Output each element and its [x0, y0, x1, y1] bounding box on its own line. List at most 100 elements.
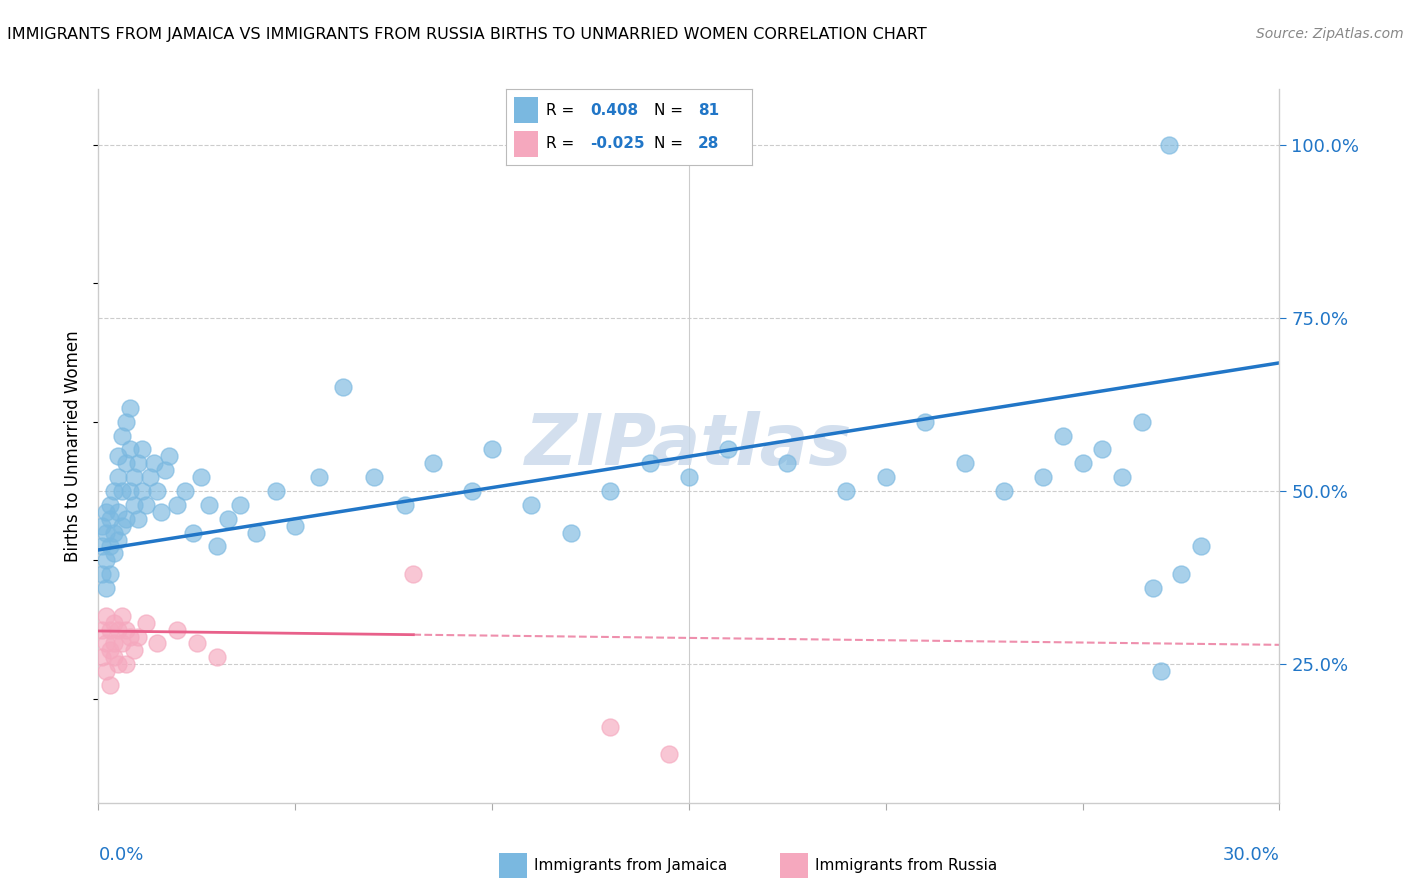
Point: [1170, 567, 1192, 582]
Point: [111, 636, 134, 650]
Point: [103, 615, 125, 630]
Point: [150, 505, 173, 519]
Point: [127, 512, 149, 526]
Point: [91, 567, 114, 582]
Point: [146, 483, 169, 498]
Point: [103, 546, 125, 560]
Point: [875, 470, 897, 484]
Point: [91, 650, 114, 665]
Point: [91, 540, 114, 554]
Point: [166, 623, 188, 637]
Point: [115, 456, 138, 470]
Point: [914, 415, 936, 429]
Point: [122, 643, 145, 657]
Point: [1150, 664, 1173, 678]
Point: [111, 483, 134, 498]
Point: [127, 456, 149, 470]
Point: [1071, 456, 1094, 470]
Text: 0.408: 0.408: [591, 103, 638, 118]
Text: 81: 81: [697, 103, 720, 118]
Point: [98, 678, 121, 692]
Point: [461, 483, 484, 498]
Point: [308, 470, 330, 484]
Point: [107, 450, 129, 464]
Point: [1189, 540, 1212, 554]
Point: [142, 456, 165, 470]
Point: [118, 401, 141, 415]
Point: [103, 483, 125, 498]
Point: [1159, 137, 1181, 152]
Point: [91, 623, 114, 637]
Point: [115, 657, 138, 672]
Point: [111, 518, 134, 533]
Point: [138, 470, 160, 484]
Point: [190, 470, 212, 484]
Point: [107, 470, 129, 484]
Point: [174, 483, 197, 498]
Point: [96, 505, 118, 519]
Point: [1091, 442, 1114, 457]
Point: [103, 525, 125, 540]
Point: [205, 650, 228, 665]
Text: N =: N =: [654, 136, 683, 152]
Point: [520, 498, 543, 512]
Point: [197, 498, 219, 512]
Point: [131, 483, 153, 498]
Point: [122, 470, 145, 484]
Point: [96, 664, 118, 678]
Point: [1130, 415, 1153, 429]
Text: 28: 28: [697, 136, 720, 152]
Point: [111, 428, 134, 442]
Point: [1111, 470, 1133, 484]
Point: [115, 415, 138, 429]
Point: [1032, 470, 1054, 484]
Point: [91, 518, 114, 533]
Point: [599, 720, 621, 734]
Y-axis label: Births to Unmarried Women: Births to Unmarried Women: [65, 330, 83, 562]
Point: [394, 498, 416, 512]
Point: [115, 623, 138, 637]
Point: [98, 643, 121, 657]
Point: [107, 505, 129, 519]
Point: [96, 553, 118, 567]
Point: [157, 450, 180, 464]
Text: R =: R =: [546, 103, 574, 118]
FancyBboxPatch shape: [513, 97, 538, 123]
Point: [98, 498, 121, 512]
Point: [245, 525, 267, 540]
Point: [186, 636, 208, 650]
Text: Source: ZipAtlas.com: Source: ZipAtlas.com: [1256, 27, 1403, 41]
Point: [678, 470, 700, 484]
Point: [993, 483, 1015, 498]
Point: [135, 615, 157, 630]
Point: [1052, 428, 1074, 442]
FancyBboxPatch shape: [513, 131, 538, 158]
Point: [103, 650, 125, 665]
Point: [118, 630, 141, 644]
Point: [481, 442, 503, 457]
Point: [264, 483, 287, 498]
Point: [658, 747, 681, 762]
Point: [155, 463, 177, 477]
Point: [599, 483, 621, 498]
Point: [284, 518, 307, 533]
Point: [122, 498, 145, 512]
Text: IMMIGRANTS FROM JAMAICA VS IMMIGRANTS FROM RUSSIA BIRTHS TO UNMARRIED WOMEN CORR: IMMIGRANTS FROM JAMAICA VS IMMIGRANTS FR…: [7, 27, 927, 42]
Text: R =: R =: [546, 136, 574, 152]
Point: [835, 483, 858, 498]
Point: [135, 498, 157, 512]
Text: ZIPatlas: ZIPatlas: [526, 411, 852, 481]
Point: [363, 470, 385, 484]
Point: [98, 512, 121, 526]
Point: [98, 540, 121, 554]
Point: [717, 442, 740, 457]
Text: Immigrants from Russia: Immigrants from Russia: [815, 858, 998, 872]
Point: [111, 608, 134, 623]
Point: [402, 567, 425, 582]
Point: [107, 533, 129, 547]
Point: [127, 630, 149, 644]
Point: [118, 442, 141, 457]
Point: [776, 456, 799, 470]
Point: [181, 525, 204, 540]
Point: [115, 512, 138, 526]
